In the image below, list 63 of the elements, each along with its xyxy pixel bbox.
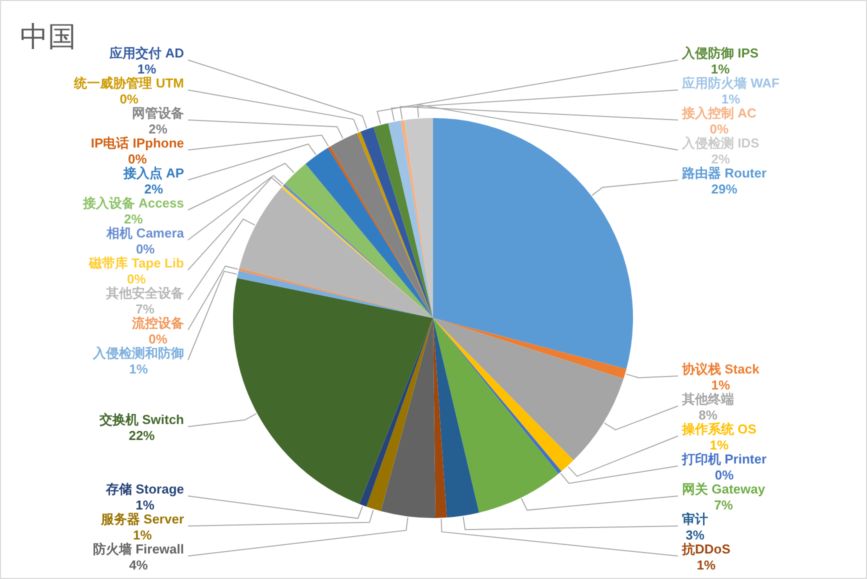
slice-label: 网关 Gateway: [682, 482, 766, 496]
data-label: 1%: [136, 498, 155, 512]
pie-slice: [239, 188, 433, 318]
slice-label: 路由器 Router: [681, 166, 766, 180]
data-label: 0%: [714, 468, 734, 482]
pie-slice: [433, 118, 633, 369]
data-label: 1%: [696, 558, 716, 572]
data-label: 8%: [698, 408, 718, 422]
slice-label: 相机 Camera: [106, 226, 185, 240]
data-label: 1%: [711, 378, 730, 392]
data-label: 29%: [711, 182, 738, 196]
pie-slice: [233, 278, 433, 504]
data-label: 1%: [710, 62, 730, 76]
slice-label: 流控设备: [131, 316, 184, 330]
slice-label: 接入控制 AC: [681, 106, 757, 120]
slice-label: 服务器 Server: [100, 512, 184, 526]
slice-label: 交换机 Switch: [98, 412, 184, 428]
slice-label: 防火墙 Firewall: [92, 542, 184, 556]
data-label: 1%: [137, 62, 157, 76]
data-label: 1%: [710, 438, 730, 452]
slice-label: 接入设备 Access: [82, 196, 184, 210]
slice-label: 网管设备: [132, 106, 184, 120]
pie-slice: [433, 318, 480, 518]
slice-label: 抗DDoS: [681, 542, 731, 556]
slice-label: 审计: [682, 512, 708, 526]
data-label: 7%: [136, 302, 155, 316]
data-label: 0%: [710, 122, 730, 136]
data-label: 1%: [721, 92, 741, 106]
data-label: 4%: [129, 558, 148, 572]
pie-slice: [380, 318, 436, 518]
slice-label: 其他安全设备: [105, 286, 184, 300]
slice-label: 接入点 AP: [122, 166, 184, 180]
slice-label: 存储 Storage: [104, 482, 184, 496]
data-label: 3%: [686, 528, 705, 542]
data-label: 0%: [136, 242, 156, 256]
slice-label: 入侵防御 IPS: [681, 46, 759, 60]
pie-slice: [374, 123, 433, 318]
pie-slice: [433, 318, 559, 513]
slice-label: 操作系统 OS: [681, 422, 757, 436]
data-label: 2%: [148, 122, 168, 136]
data-label: 0%: [128, 152, 148, 166]
data-label: 0%: [148, 332, 168, 346]
data-label: 1%: [133, 528, 152, 542]
data-label: 22%: [128, 428, 156, 444]
slice-label: 入侵检测和防御: [92, 346, 184, 360]
data-label: 1%: [129, 362, 148, 376]
pie-slice: [306, 148, 433, 318]
slice-label: 磁带库 Tape Lib: [88, 256, 184, 270]
pie-slice: [433, 318, 626, 379]
slice-label: IP电话 IPphone: [90, 136, 184, 150]
slice-label: 应用防火墙 WAF: [681, 76, 780, 90]
data-label: 0%: [120, 92, 139, 106]
data-label: 2%: [144, 182, 164, 196]
data-label: 0%: [127, 272, 146, 286]
slice-label: 其他终端: [681, 392, 734, 406]
slice-label: 统一威胁管理 UTM: [73, 76, 184, 90]
data-label: 7%: [714, 498, 734, 512]
slice-label: 应用交付 AD: [108, 46, 184, 60]
data-label: 2%: [124, 212, 144, 226]
pie-slice: [388, 120, 433, 318]
chart-title: 中国: [20, 21, 76, 52]
slice-label: 协议栈 Stack: [681, 362, 760, 376]
slice-label: 打印机 Printer: [681, 452, 767, 466]
